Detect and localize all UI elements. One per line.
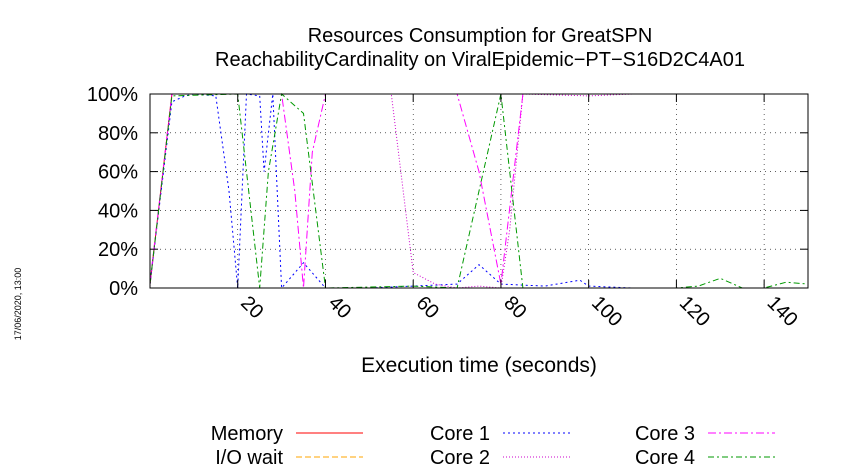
legend-label: I/O wait	[215, 447, 283, 469]
legend-label: Memory	[211, 423, 283, 445]
x-axis-title: Execution time (seconds)	[361, 354, 597, 377]
series-line-core-3	[149, 93, 808, 289]
y-tick-label: 0%	[109, 278, 138, 300]
tick-layer: 0% 20% 40% 60% 80% 100% 20 40 60 80 100 120 140	[87, 84, 808, 331]
chart-title: Resources Consumption for GreatSPN	[308, 25, 653, 47]
y-tick-label: 20%	[98, 239, 138, 261]
y-tick-label: 80%	[98, 123, 138, 145]
y-tick-label: 60%	[98, 162, 138, 184]
x-tick-label: 80	[499, 292, 530, 323]
series-line-core-1	[149, 93, 808, 290]
series-layer	[149, 93, 809, 290]
legend-label: Core 3	[635, 423, 695, 445]
timestamp: 17/06/2020, 13:00	[13, 268, 23, 341]
x-tick-label: 60	[412, 292, 443, 323]
series-line-core-4	[149, 93, 809, 289]
x-tick-label: 40	[324, 292, 355, 323]
plot-frame	[149, 93, 809, 289]
legend-label: Core 2	[430, 447, 490, 469]
x-tick-label: 100	[587, 292, 626, 331]
y-tick-label: 100%	[87, 84, 138, 106]
chart-subtitle: ReachabilityCardinality on ViralEpidemic…	[215, 49, 745, 71]
x-tick-label: 140	[763, 292, 802, 331]
legend-label: Core 4	[635, 447, 695, 469]
y-tick-label: 40%	[98, 200, 138, 222]
legend-label: Core 1	[430, 423, 490, 445]
x-tick-label: 120	[675, 292, 714, 331]
x-tick-label: 20	[236, 292, 267, 323]
